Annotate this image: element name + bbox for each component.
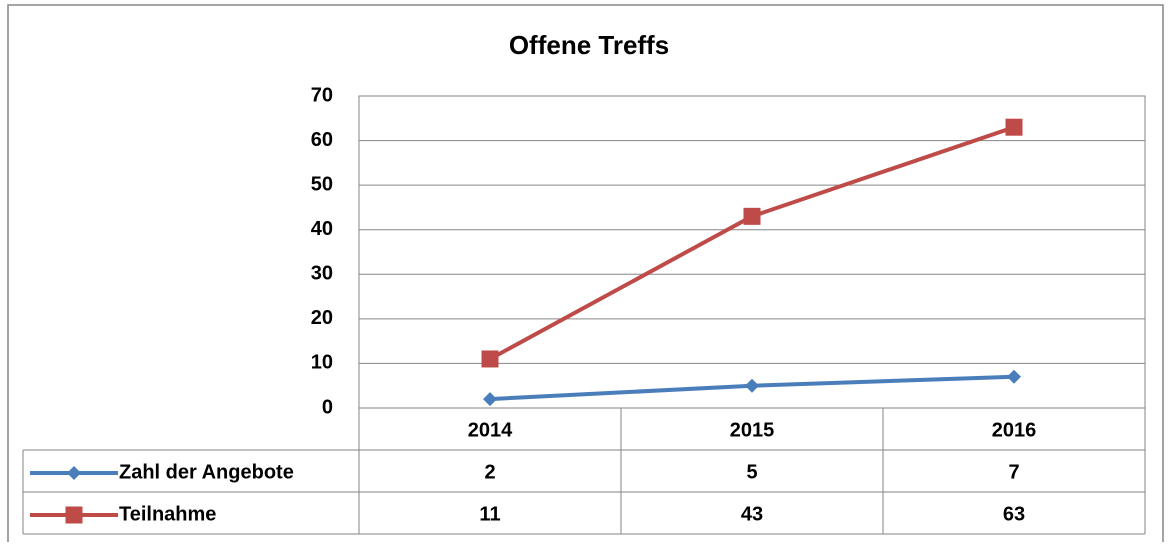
chart-frame: [7, 4, 1164, 547]
y-tick-label: 40: [311, 218, 333, 240]
y-tick-label: 0: [322, 396, 333, 418]
y-tick-label: 10: [311, 352, 333, 374]
chart-title: Offene Treffs: [509, 30, 669, 60]
y-tick-label: 50: [311, 173, 333, 195]
marker: [1005, 118, 1023, 136]
y-tick-label: 70: [311, 84, 333, 106]
marker: [743, 207, 761, 225]
marker: [745, 378, 759, 393]
legend-label: Teilnahme: [119, 503, 216, 525]
x-tick-label: 2016: [992, 419, 1037, 441]
table-value: 5: [746, 461, 757, 483]
legend-marker: [67, 466, 81, 480]
y-tick-label: 60: [311, 129, 333, 151]
table-value: 43: [741, 503, 763, 525]
table-value: 7: [1008, 461, 1019, 483]
table-value: 2: [484, 461, 495, 483]
table-value: 11: [479, 503, 500, 525]
table-value: 63: [1003, 503, 1025, 525]
legend-label: Zahl der Angebote: [119, 461, 294, 483]
marker: [483, 392, 497, 407]
marker: [1007, 369, 1021, 384]
y-tick-label: 30: [311, 263, 333, 285]
y-tick-label: 20: [311, 307, 333, 329]
x-tick-label: 2014: [468, 419, 513, 441]
legend-marker: [65, 506, 83, 524]
marker: [481, 350, 499, 368]
x-tick-label: 2015: [730, 419, 775, 441]
